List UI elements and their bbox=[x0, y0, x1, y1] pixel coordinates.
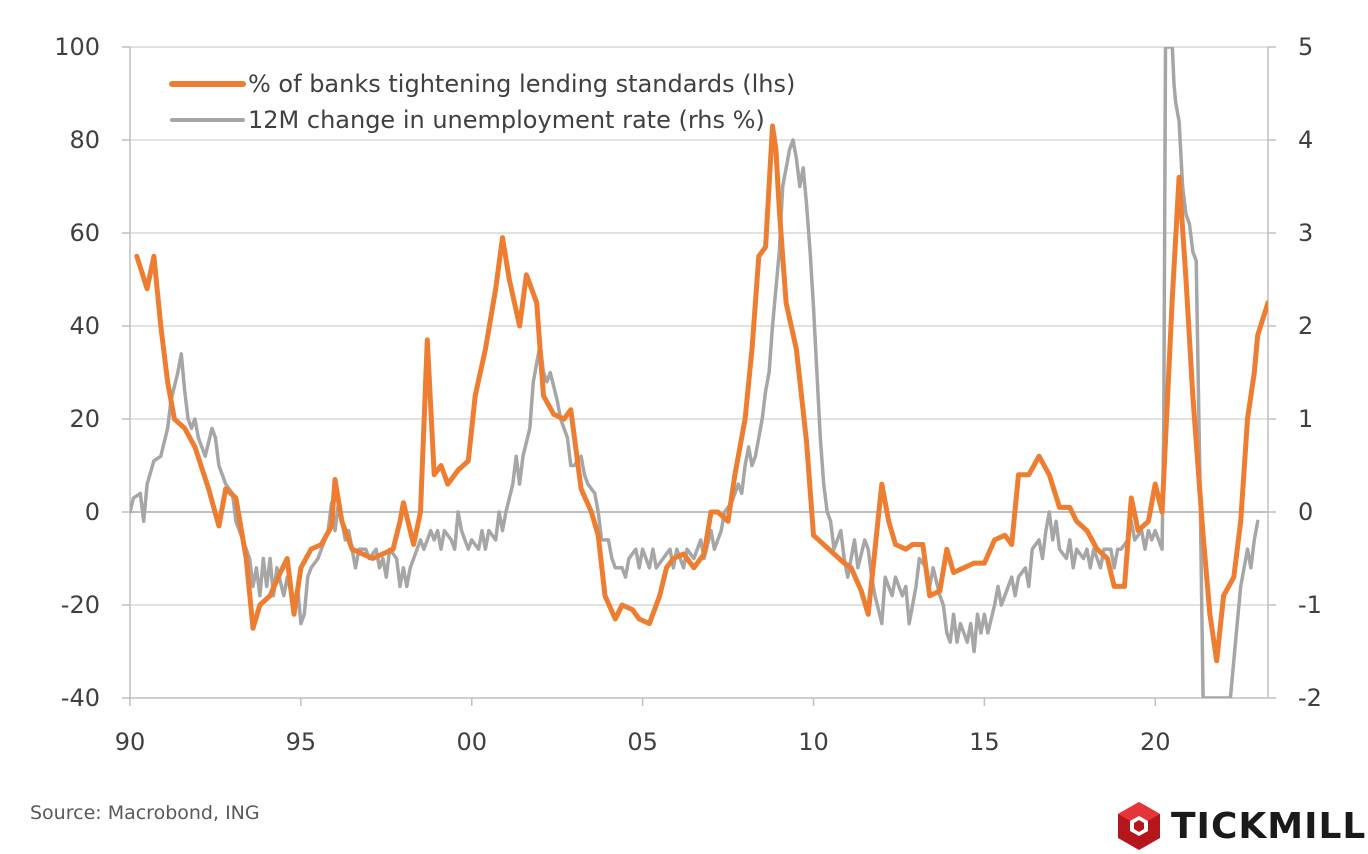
left-tick-label: 60 bbox=[69, 219, 100, 247]
series-line-unemployment-change bbox=[130, 47, 1260, 698]
right-axis-ticks: 5 4 3 2 1 0 -1 -2 bbox=[1298, 33, 1322, 712]
x-axis-ticks: 90 95 00 05 10 15 20 bbox=[115, 728, 1171, 756]
x-tick-label: 95 bbox=[286, 728, 317, 756]
x-tick-label: 15 bbox=[969, 728, 1000, 756]
series-line-lending-standards bbox=[134, 123, 1268, 664]
source-note: Source: Macrobond, ING bbox=[30, 802, 260, 824]
left-tick-label: -40 bbox=[61, 684, 100, 712]
left-tick-label: -20 bbox=[61, 591, 100, 619]
x-tick-label: 20 bbox=[1140, 728, 1171, 756]
tickmill-logo-icon bbox=[1118, 802, 1160, 850]
left-tick-label: 20 bbox=[69, 405, 100, 433]
right-tick-label: -1 bbox=[1298, 591, 1322, 619]
right-tick-label: 3 bbox=[1298, 219, 1313, 247]
left-tick-label: 80 bbox=[69, 126, 100, 154]
x-tick-label: 10 bbox=[798, 728, 829, 756]
x-tick-label: 05 bbox=[627, 728, 658, 756]
legend: % of banks tightening lending standards … bbox=[169, 70, 795, 134]
right-tick-label: 0 bbox=[1298, 498, 1313, 526]
x-tick-label: 00 bbox=[456, 728, 487, 756]
left-axis-ticks: 100 80 60 40 20 0 -20 -40 bbox=[54, 33, 100, 712]
tickmill-logo: TICKMILL bbox=[1115, 800, 1366, 852]
right-tick-label: 4 bbox=[1298, 126, 1313, 154]
right-tick-label: 1 bbox=[1298, 405, 1313, 433]
right-tick-label: -2 bbox=[1298, 684, 1322, 712]
tickmill-logo-text: TICKMILL bbox=[1171, 805, 1367, 847]
series-layer bbox=[130, 47, 1268, 698]
legend-label: % of banks tightening lending standards … bbox=[248, 70, 795, 98]
x-tick-label: 90 bbox=[115, 728, 146, 756]
left-tick-label: 40 bbox=[69, 312, 100, 340]
right-tick-label: 5 bbox=[1298, 33, 1313, 61]
legend-label: 12M change in unemployment rate (rhs %) bbox=[248, 106, 765, 134]
axes bbox=[122, 46, 1276, 706]
left-tick-label: 0 bbox=[85, 498, 100, 526]
left-tick-label: 100 bbox=[54, 33, 100, 61]
right-tick-label: 2 bbox=[1298, 312, 1313, 340]
gridlines bbox=[130, 46, 1268, 606]
